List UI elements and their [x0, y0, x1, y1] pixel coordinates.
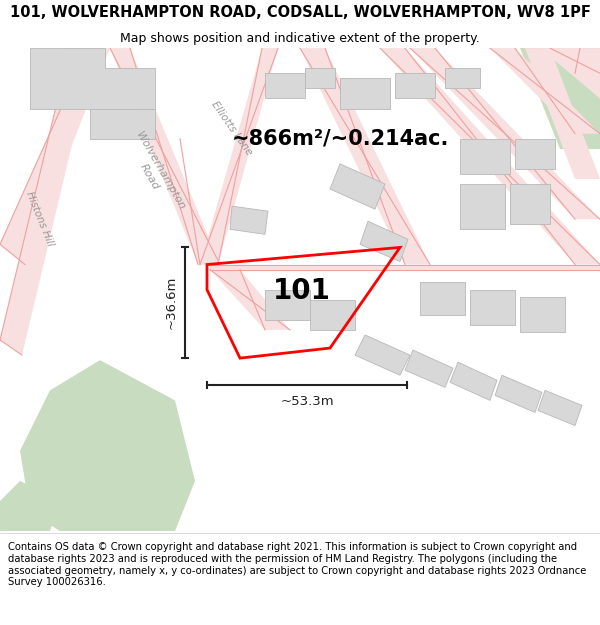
Polygon shape	[360, 221, 408, 261]
Polygon shape	[210, 264, 600, 269]
Polygon shape	[550, 48, 600, 73]
Polygon shape	[520, 297, 565, 332]
Polygon shape	[0, 481, 60, 531]
Polygon shape	[495, 375, 542, 413]
Polygon shape	[310, 300, 355, 330]
Text: Map shows position and indicative extent of the property.: Map shows position and indicative extent…	[120, 32, 480, 45]
Polygon shape	[540, 48, 600, 99]
Polygon shape	[90, 109, 155, 139]
Polygon shape	[30, 48, 155, 109]
Polygon shape	[470, 290, 515, 325]
Text: Wolverhampton
Road: Wolverhampton Road	[123, 130, 187, 218]
Polygon shape	[420, 282, 465, 315]
Polygon shape	[525, 48, 600, 179]
Polygon shape	[330, 164, 385, 209]
Polygon shape	[510, 184, 550, 224]
Polygon shape	[538, 391, 582, 426]
Polygon shape	[355, 335, 410, 375]
Polygon shape	[265, 73, 305, 99]
Polygon shape	[460, 184, 505, 229]
Polygon shape	[520, 48, 600, 149]
Polygon shape	[305, 68, 335, 88]
Text: ~53.3m: ~53.3m	[280, 395, 334, 408]
Text: ~36.6m: ~36.6m	[164, 276, 178, 329]
Polygon shape	[20, 360, 195, 531]
Polygon shape	[210, 269, 290, 330]
Polygon shape	[490, 48, 600, 134]
Text: 101, WOLVERHAMPTON ROAD, CODSALL, WOLVERHAMPTON, WV8 1PF: 101, WOLVERHAMPTON ROAD, CODSALL, WOLVER…	[10, 6, 590, 21]
Polygon shape	[445, 68, 480, 88]
Text: 101: 101	[273, 278, 331, 306]
Polygon shape	[405, 350, 453, 388]
Polygon shape	[110, 48, 220, 264]
Polygon shape	[300, 48, 430, 264]
Polygon shape	[0, 48, 110, 264]
Polygon shape	[395, 73, 435, 99]
Polygon shape	[450, 362, 497, 401]
Polygon shape	[340, 78, 390, 109]
Text: Contains OS data © Crown copyright and database right 2021. This information is : Contains OS data © Crown copyright and d…	[8, 542, 586, 588]
Text: Histons Hill: Histons Hill	[25, 191, 56, 248]
Polygon shape	[0, 48, 95, 355]
Polygon shape	[410, 48, 600, 219]
Text: ~866m²/~0.214ac.: ~866m²/~0.214ac.	[232, 129, 449, 149]
Polygon shape	[460, 139, 510, 174]
Polygon shape	[265, 290, 310, 320]
Polygon shape	[200, 48, 278, 264]
Polygon shape	[380, 48, 600, 264]
Polygon shape	[515, 139, 555, 169]
Text: Elliotts Lane: Elliotts Lane	[209, 100, 254, 158]
Polygon shape	[230, 206, 268, 234]
